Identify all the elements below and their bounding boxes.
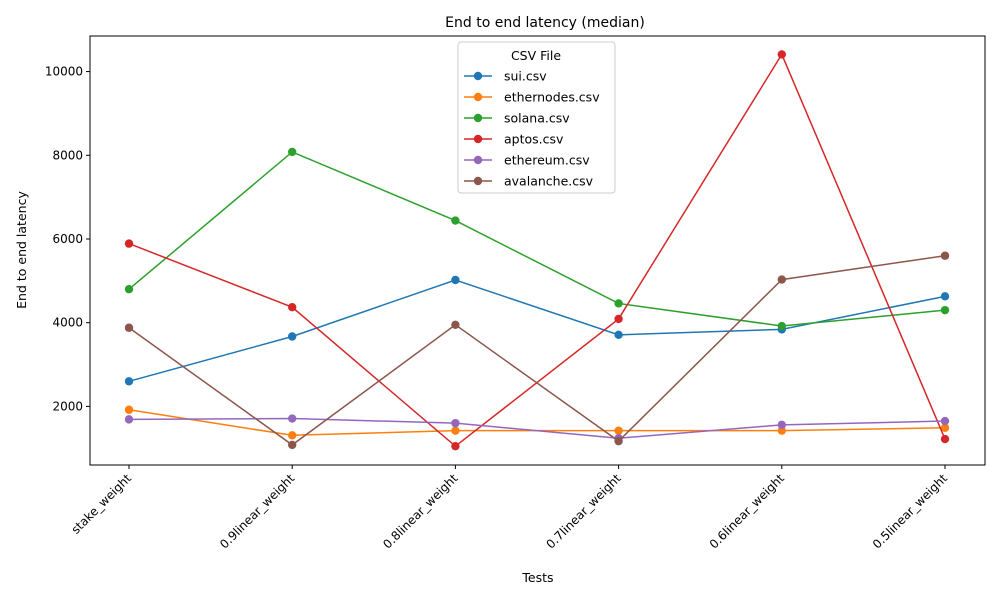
series-solana-csv (124, 147, 950, 331)
data-point (777, 426, 786, 435)
data-point (777, 420, 786, 430)
data-point (124, 405, 134, 414)
series-line (128, 417, 946, 439)
legend-entry-label: ethereum.csv (504, 153, 590, 168)
series-avalanche-csv (124, 251, 950, 450)
legend: CSV File sui.csv ethernodes.csv solana.csv… (457, 41, 616, 194)
data-point (124, 377, 134, 386)
legend-entry-label: ethernodes.csv (504, 90, 600, 105)
legend-title: CSV File (511, 48, 561, 63)
legend-swatch-marker (473, 113, 483, 123)
y-tick-label: 10000 (45, 65, 83, 79)
legend-swatch-marker (473, 71, 483, 81)
series-line (128, 151, 946, 327)
x-tick-label: 0.9linear_weight (217, 471, 297, 551)
data-point (940, 423, 950, 432)
data-point (288, 303, 297, 312)
y-tick-label: 2000 (52, 399, 83, 413)
data-point (288, 431, 297, 440)
data-point (451, 216, 460, 225)
data-point (451, 320, 460, 329)
x-tick-label: 0.8linear_weight (380, 471, 460, 551)
chart-title: End to end latency (median) (445, 15, 645, 31)
series-ethereum-csv (124, 414, 950, 443)
data-point (288, 332, 297, 341)
data-point (940, 305, 950, 315)
x-tick-label: stake_weight (69, 471, 135, 537)
x-tick-label: 0.7linear_weight (543, 471, 623, 551)
legend-swatch-marker (473, 176, 483, 186)
data-point (288, 414, 297, 423)
data-point (940, 292, 950, 301)
y-tick-label: 6000 (52, 232, 83, 246)
data-point (614, 314, 623, 324)
series-line (128, 279, 946, 383)
x-tick-label: 0.5linear_weight (870, 471, 950, 551)
data-point (940, 251, 950, 260)
legend-entry-label: solana.csv (504, 111, 570, 126)
series-line (128, 254, 946, 446)
data-point (614, 426, 623, 435)
y-axis-label: End to end latency (14, 191, 29, 309)
y-tick-label: 8000 (52, 148, 83, 162)
x-tick-label: 0.6linear_weight (707, 471, 787, 551)
data-point (940, 434, 950, 444)
data-point (777, 50, 786, 59)
data-point (614, 299, 623, 308)
data-point (124, 323, 134, 332)
data-point (451, 275, 460, 285)
data-point (288, 147, 297, 157)
series-line (128, 409, 946, 437)
legend-frame (457, 41, 616, 194)
data-point (451, 426, 460, 435)
legend-swatch-marker (473, 92, 483, 102)
data-point (451, 441, 460, 451)
legend-swatch-marker (473, 134, 483, 144)
series-ethernodes-csv (124, 405, 950, 440)
y-tick-label: 4000 (52, 316, 83, 330)
x-axis-label: Tests (521, 570, 553, 585)
data-point (777, 321, 786, 331)
series-sui-csv (124, 275, 950, 386)
legend-entry-label: sui.csv (504, 69, 547, 84)
axes-frame (89, 35, 986, 466)
data-point (777, 275, 786, 284)
data-point (451, 418, 460, 428)
data-point (940, 416, 950, 426)
legend-entry-label: avalanche.csv (504, 174, 594, 189)
data-point (288, 440, 297, 450)
data-point (614, 330, 623, 340)
data-point (614, 436, 623, 446)
legend-swatch-marker (473, 155, 483, 165)
data-point (124, 415, 134, 424)
legend-entry-label: aptos.csv (504, 132, 564, 147)
data-point (124, 239, 134, 248)
data-point (124, 285, 134, 294)
